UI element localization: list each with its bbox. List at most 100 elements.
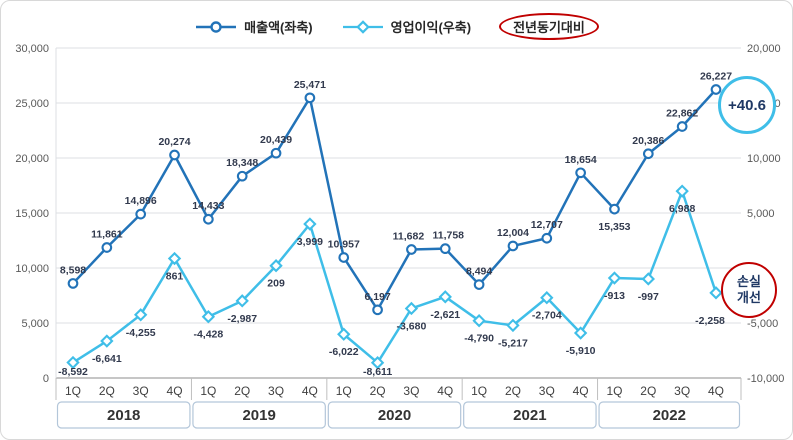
operating-profit-value-label: -5,217 bbox=[498, 337, 528, 349]
quarter-label: 4Q bbox=[573, 384, 589, 398]
operating-profit-point bbox=[100, 334, 114, 348]
revenue-point bbox=[439, 243, 451, 255]
quarter-label: 4Q bbox=[167, 384, 183, 398]
quarter-label: 2Q bbox=[640, 384, 656, 398]
operating-profit-value-label: -3,680 bbox=[397, 320, 427, 332]
operating-profit-value-label: -2,258 bbox=[695, 315, 725, 327]
revenue-point bbox=[203, 213, 214, 225]
quarter-label: 1Q bbox=[65, 384, 81, 398]
operating-profit-legend-marker-icon bbox=[342, 19, 383, 34]
left-axis-tick: 0 bbox=[43, 373, 49, 385]
year-box bbox=[598, 401, 741, 429]
operating-profit-value-label: -6,022 bbox=[329, 346, 359, 358]
operating-profit-line bbox=[72, 189, 718, 364]
quarter-label: 4Q bbox=[437, 384, 453, 398]
revenue-line bbox=[72, 88, 717, 312]
quarter-label: 2Q bbox=[370, 384, 386, 398]
legend-label-operating-profit: 영업이익(우축) bbox=[390, 20, 472, 35]
quarter-label: 3Q bbox=[133, 384, 149, 398]
quarter-label: 3Q bbox=[403, 384, 419, 398]
revenue-point bbox=[67, 278, 79, 289]
quarter-label: 3Q bbox=[268, 384, 284, 398]
revenue-point bbox=[541, 232, 553, 244]
revenue-point bbox=[169, 149, 180, 161]
operating-profit-point bbox=[607, 271, 622, 285]
operating-profit-point bbox=[66, 355, 80, 370]
revenue-point bbox=[507, 240, 519, 252]
quarter-label: 1Q bbox=[200, 384, 216, 398]
revenue-value-label: 11,861 bbox=[91, 229, 123, 241]
year-label: 2019 bbox=[242, 407, 275, 424]
revenue-value-label: 8,598 bbox=[60, 264, 86, 276]
operating-profit-value-label: 209 bbox=[267, 278, 285, 290]
operating-profit-point bbox=[337, 327, 351, 341]
revenue-value-label: 12,004 bbox=[497, 227, 529, 239]
quarter-label: 4Q bbox=[708, 384, 724, 398]
quarter-label: 1Q bbox=[471, 384, 487, 398]
revenue-value-label: 11,682 bbox=[393, 230, 425, 242]
revenue-value-label: 11,758 bbox=[432, 230, 464, 242]
revenue-point bbox=[372, 304, 383, 316]
revenue-value-label: 18,348 bbox=[226, 157, 258, 169]
operating-profit-value-label: -4,428 bbox=[193, 329, 223, 341]
operating-profit-point bbox=[303, 217, 317, 231]
revenue-point bbox=[676, 121, 688, 132]
operating-profit-value-label: -4,255 bbox=[126, 327, 156, 339]
legend-label-revenue: 매출액(좌축) bbox=[244, 20, 313, 35]
legend-item-yoy: 전년동기대비 bbox=[499, 13, 599, 40]
operating-profit-point bbox=[201, 310, 216, 324]
operating-profit-value-label: -8,611 bbox=[363, 366, 392, 378]
revenue-value-label: 6,197 bbox=[364, 291, 390, 303]
year-box bbox=[56, 401, 191, 429]
legend: 매출액(좌축) 영업이익(우축) 전년동기대비 bbox=[1, 13, 792, 40]
operating-profit-point bbox=[641, 272, 656, 286]
operating-profit-value-label: -4,790 bbox=[464, 333, 494, 345]
operating-profit-value-label: -5,910 bbox=[566, 345, 596, 357]
quarter-label: 2Q bbox=[99, 384, 115, 398]
revenue-value-label: 18,654 bbox=[565, 154, 597, 166]
operating-profit-point bbox=[506, 318, 520, 333]
quarter-label: 1Q bbox=[606, 384, 622, 398]
left-axis-tick: 30,000 bbox=[15, 43, 49, 55]
quarter-label: 3Q bbox=[539, 384, 555, 398]
revenue-value-label: 15,353 bbox=[598, 221, 630, 233]
operating-profit-point bbox=[269, 259, 283, 273]
year-box bbox=[192, 401, 326, 429]
revenue-point bbox=[406, 244, 417, 255]
revenue-point bbox=[609, 203, 620, 215]
left-axis-tick: 20,000 bbox=[15, 153, 49, 165]
operating-profit-value-label: -2,704 bbox=[532, 310, 562, 322]
operating-profit-value-label: 861 bbox=[166, 271, 184, 283]
right-axis-tick: 5,000 bbox=[747, 208, 775, 220]
left-axis-tick: 10,000 bbox=[15, 263, 49, 275]
revenue-point bbox=[101, 242, 113, 253]
revenue-point bbox=[575, 167, 586, 179]
right-axis-tick: 10,000 bbox=[747, 153, 781, 165]
right-axis-tick: 20,000 bbox=[747, 43, 781, 55]
yoy-label-oval: 전년동기대비 bbox=[499, 13, 599, 40]
operating-profit-point bbox=[370, 356, 385, 370]
operating-profit-value-label: -2,987 bbox=[227, 313, 257, 325]
revenue-value-label: 10,957 bbox=[328, 238, 360, 250]
revenue-point bbox=[304, 92, 316, 104]
year-label: 2022 bbox=[653, 407, 686, 424]
revenue-value-label: 26,227 bbox=[700, 71, 732, 83]
year-label: 2018 bbox=[107, 407, 140, 424]
operating-profit-point bbox=[404, 301, 419, 316]
annotation-loss-improvement-line1: 손실 bbox=[737, 274, 761, 290]
quarter-label: 2Q bbox=[505, 384, 521, 398]
revenue-point bbox=[135, 208, 147, 220]
revenue-point bbox=[710, 84, 722, 95]
operating-profit-point bbox=[709, 286, 723, 300]
operating-profit-point bbox=[235, 294, 249, 308]
revenue-legend-marker-icon bbox=[196, 20, 237, 33]
operating-profit-value-label: -6,641 bbox=[92, 353, 122, 365]
revenue-point bbox=[642, 148, 654, 160]
operating-profit-point bbox=[438, 290, 452, 304]
legend-item-operating-profit: 영업이익(우축) bbox=[341, 17, 471, 36]
revenue-value-label: 8,494 bbox=[466, 266, 492, 278]
quarter-label: 2Q bbox=[234, 384, 250, 398]
operating-profit-point bbox=[540, 291, 554, 305]
